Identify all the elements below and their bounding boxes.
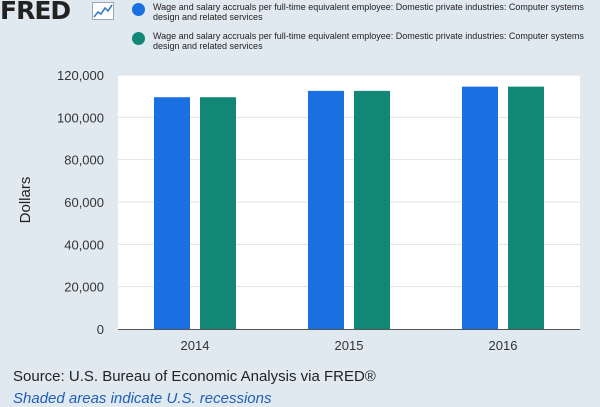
line-chart-icon bbox=[92, 2, 114, 20]
fred-logo: FRED bbox=[0, 0, 71, 25]
bar bbox=[200, 97, 236, 329]
x-tick-label: 2015 bbox=[335, 338, 364, 353]
x-tick-label: 2016 bbox=[489, 338, 518, 353]
bar bbox=[308, 90, 344, 329]
recession-note: Shaded areas indicate U.S. recessions bbox=[13, 390, 272, 407]
x-tick-label: 2014 bbox=[181, 338, 210, 353]
legend-swatch bbox=[132, 3, 145, 16]
y-tick-label: 0 bbox=[97, 322, 104, 337]
bar bbox=[508, 86, 544, 330]
source-note: Source: U.S. Bureau of Economic Analysis… bbox=[13, 368, 376, 385]
legend-swatch bbox=[132, 32, 145, 45]
legend-label: Wage and salary accruals per full-time e… bbox=[153, 2, 584, 22]
y-axis-title: Dollars bbox=[17, 177, 34, 224]
bar bbox=[154, 97, 190, 329]
bar bbox=[462, 86, 498, 330]
y-tick-label: 60,000 bbox=[64, 195, 104, 210]
y-tick-label: 20,000 bbox=[64, 280, 104, 295]
y-tick-label: 80,000 bbox=[64, 153, 104, 168]
y-tick-label: 100,000 bbox=[57, 110, 104, 125]
legend-item: Wage and salary accruals per full-time e… bbox=[128, 0, 598, 29]
bar-chart: 0 20,000 40,000 60,000 80,000 100,000 120,000 2… bbox=[17, 68, 580, 353]
bar bbox=[354, 90, 390, 329]
y-tick-label: 40,000 bbox=[64, 237, 104, 252]
y-tick-label: 120,000 bbox=[57, 68, 104, 83]
legend-item: Wage and salary accruals per full-time e… bbox=[128, 29, 598, 58]
chart-legend: Wage and salary accruals per full-time e… bbox=[128, 0, 598, 58]
fred-logo-text: FRED bbox=[0, 0, 71, 25]
legend-label: Wage and salary accruals per full-time e… bbox=[153, 31, 584, 51]
